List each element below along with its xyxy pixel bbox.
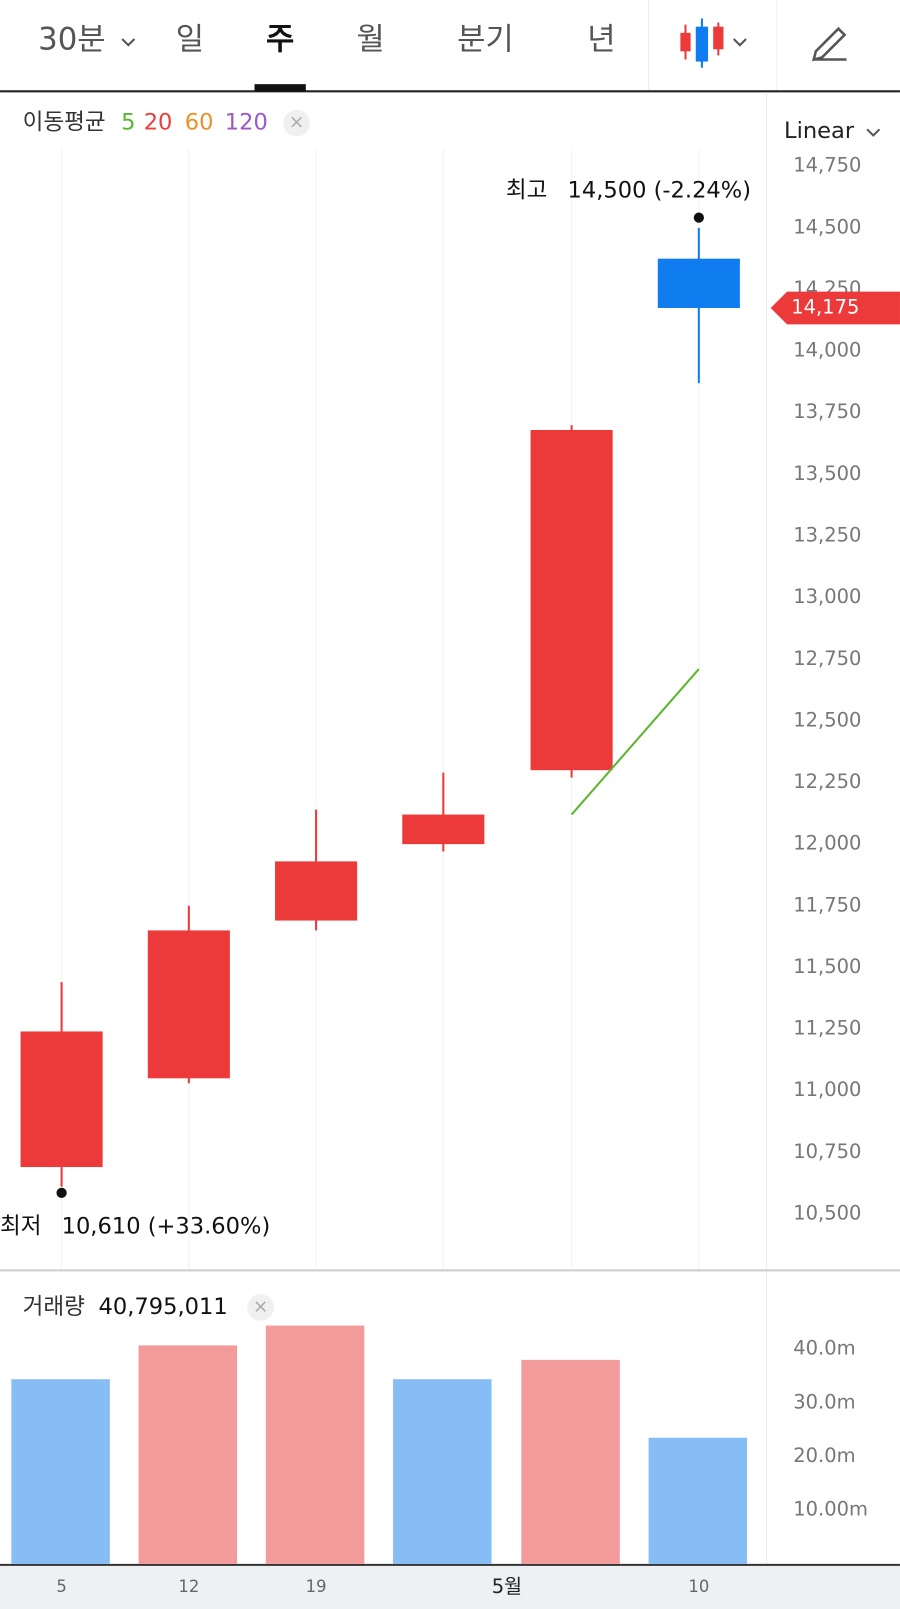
close-icon[interactable]: ×: [253, 1296, 268, 1317]
y-tick-label: 10,500: [793, 1201, 861, 1224]
y-tick-label: 10,750: [793, 1140, 861, 1163]
legend-entry: 5: [121, 110, 135, 136]
y-tick-label: 12,750: [793, 647, 861, 670]
x-tick-label: 19: [306, 1577, 327, 1596]
volume-bar: [11, 1379, 110, 1564]
y-tick-label: 14,000: [793, 339, 861, 362]
volume-title: 거래량: [23, 1294, 85, 1320]
y-tick-label: 10.00m: [793, 1498, 868, 1521]
extreme-marker: [56, 1187, 67, 1199]
close-icon[interactable]: ×: [289, 112, 304, 133]
volume-bar: [393, 1379, 492, 1564]
y-tick-label: 13,750: [793, 400, 861, 423]
dropdown-icon[interactable]: [121, 38, 136, 47]
y-tick-label: 11,250: [793, 1017, 861, 1040]
y-tick-label: 11,500: [793, 955, 861, 978]
volume-value: 40,795,011: [99, 1294, 228, 1320]
annotation-value: 10,610 (+33.60%): [62, 1213, 271, 1239]
volume-bar: [138, 1345, 238, 1564]
annotation-label: 최고: [506, 177, 548, 203]
x-axis-strip: [0, 1564, 900, 1609]
legend-entry: 20: [144, 110, 173, 136]
y-tick-label: 12,500: [793, 708, 861, 731]
x-tick-label: 5: [56, 1577, 66, 1596]
dropdown-icon[interactable]: [866, 128, 881, 137]
volume-bar: [521, 1359, 620, 1564]
scale-select[interactable]: Linear: [784, 118, 855, 144]
y-tick-label: 12,000: [793, 832, 861, 855]
y-tick-label: 20.0m: [793, 1444, 855, 1467]
annotation-value: 14,500 (-2.24%): [567, 177, 751, 203]
edit-icon[interactable]: [812, 26, 847, 62]
tab[interactable]: 주: [266, 22, 294, 58]
y-tick-label: 13,250: [793, 524, 861, 547]
volume-bar: [648, 1437, 748, 1564]
selected-tab-indicator: [254, 84, 306, 92]
current-price-label: 14,175: [791, 295, 859, 318]
y-tick-label: 40.0m: [793, 1337, 855, 1360]
extreme-marker: [693, 212, 704, 223]
candle-body: [402, 814, 485, 845]
y-tick-label: 13,000: [793, 585, 861, 608]
chart-type-icon[interactable]: [680, 18, 747, 68]
y-tick-label: 14,750: [793, 154, 861, 177]
tab[interactable]: 일: [176, 22, 204, 58]
annotation-label: 최저: [0, 1213, 42, 1239]
candle-body: [20, 1031, 103, 1168]
x-tick-label: 10: [688, 1577, 709, 1596]
y-tick-label: 11,750: [793, 893, 861, 916]
candle-body: [530, 430, 613, 771]
y-tick-label: 14,500: [793, 215, 861, 238]
moving-average-line: [570, 668, 700, 816]
month-label: 5월: [492, 1575, 522, 1598]
candle-body: [657, 258, 740, 308]
close-button[interactable]: [283, 109, 310, 137]
candle-body: [147, 930, 230, 1079]
y-tick-label: 13,500: [793, 462, 861, 485]
volume-bar: [265, 1325, 365, 1564]
legend-entry: 120: [225, 110, 268, 136]
tab[interactable]: 년: [587, 22, 615, 58]
x-tick-label: 12: [178, 1577, 199, 1596]
current-price-tag: [770, 291, 900, 325]
close-button[interactable]: [247, 1293, 275, 1321]
legend-title: 이동평균: [23, 110, 106, 136]
tab[interactable]: 30분: [38, 22, 105, 58]
legend-entry: 60: [185, 110, 214, 136]
y-tick-label: 30.0m: [793, 1390, 855, 1413]
tab[interactable]: 월: [356, 22, 384, 58]
y-tick-label: 11,000: [793, 1078, 861, 1101]
candle-body: [275, 861, 358, 921]
tab[interactable]: 분기: [457, 22, 514, 58]
y-tick-label: 12,250: [793, 770, 861, 793]
